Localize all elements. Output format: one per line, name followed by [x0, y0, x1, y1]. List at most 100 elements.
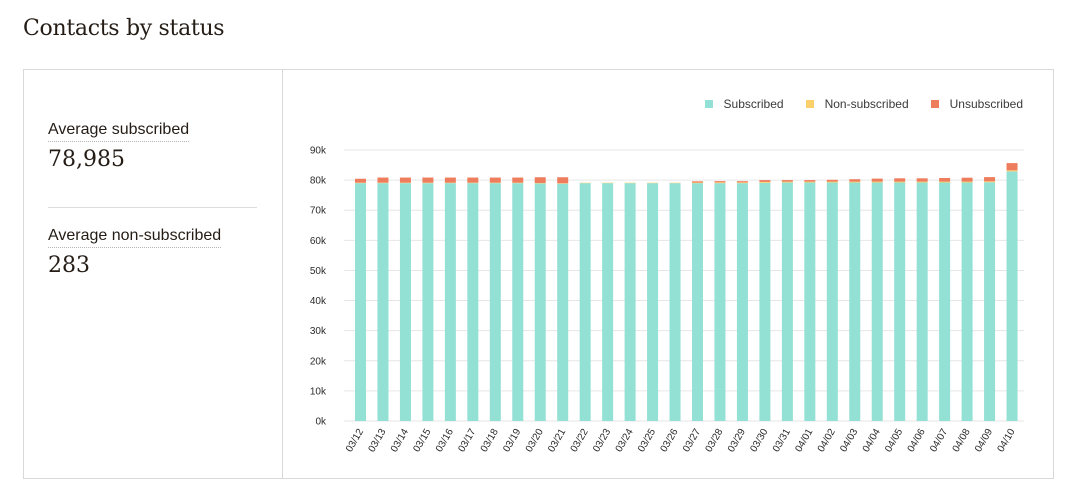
bar-segment[interactable]: [692, 182, 703, 184]
bar-segment[interactable]: [849, 179, 861, 182]
bar-segment[interactable]: [984, 177, 996, 182]
bar-segment[interactable]: [916, 181, 928, 183]
bar-segment[interactable]: [534, 177, 546, 183]
bar-segment[interactable]: [849, 181, 861, 183]
x-tick-label: 04/02: [816, 427, 838, 455]
x-tick-label: 03/31: [771, 427, 793, 455]
bar-segment[interactable]: [804, 182, 816, 421]
bar-segment[interactable]: [781, 180, 793, 182]
stat-label[interactable]: Average non-subscribed: [48, 227, 222, 248]
stat-label[interactable]: Average subscribed: [48, 121, 190, 142]
bar-segment[interactable]: [602, 183, 614, 421]
bar-segment[interactable]: [916, 182, 928, 421]
bar-segment[interactable]: [355, 178, 366, 183]
bar-segment[interactable]: [534, 183, 546, 421]
bar-segment[interactable]: [1006, 171, 1018, 421]
bar-segment[interactable]: [826, 179, 838, 182]
x-tick-label: 03/16: [434, 427, 456, 455]
bar-segment[interactable]: [736, 183, 748, 421]
bar-segment[interactable]: [736, 182, 748, 184]
bar-segment[interactable]: [894, 182, 906, 421]
bar-segment[interactable]: [759, 181, 771, 183]
x-tick-label: 03/18: [479, 427, 501, 455]
bar-segment[interactable]: [781, 182, 793, 421]
bar-segment[interactable]: [894, 178, 906, 182]
bar-segment[interactable]: [961, 177, 973, 182]
bar-segment[interactable]: [804, 181, 816, 183]
bar-segment[interactable]: [984, 181, 996, 183]
x-tick-label: 03/24: [614, 427, 636, 455]
y-tick-label: 0k: [315, 417, 327, 428]
legend-swatch: [805, 100, 814, 108]
bar-segment[interactable]: [399, 183, 411, 421]
bar-segment[interactable]: [1006, 170, 1018, 172]
chart-legend: Subscribed Non-subscribed Unsubscribed: [704, 97, 1023, 111]
bar-segment[interactable]: [939, 178, 951, 182]
bar-segment[interactable]: [692, 181, 703, 183]
bar-segment[interactable]: [714, 182, 726, 184]
x-tick-label: 03/21: [546, 427, 568, 455]
x-tick-label: 03/27: [681, 427, 703, 455]
bar-segment[interactable]: [759, 182, 771, 421]
bar-segment[interactable]: [647, 183, 659, 421]
bar-segment[interactable]: [512, 177, 524, 183]
bar-segment[interactable]: [355, 183, 366, 421]
bar-segment[interactable]: [467, 177, 479, 183]
bar-segment[interactable]: [804, 180, 816, 182]
bar-segment[interactable]: [714, 183, 726, 421]
contacts-status-card: Average subscribed 78,985 Average non-su…: [23, 69, 1054, 479]
stat-value: 78,985: [48, 147, 125, 172]
bar-segment[interactable]: [984, 182, 996, 421]
x-tick-label: 04/09: [973, 427, 995, 455]
page-title: Contacts by status: [23, 16, 225, 41]
bar-segment[interactable]: [736, 181, 748, 183]
bar-segment[interactable]: [939, 181, 951, 183]
x-tick-label: 04/03: [838, 427, 860, 455]
bar-segment[interactable]: [714, 181, 726, 183]
bar-segment[interactable]: [916, 178, 928, 182]
bar-segment[interactable]: [781, 181, 793, 183]
bar-segment[interactable]: [894, 181, 906, 183]
bar-segment[interactable]: [826, 181, 838, 183]
x-tick-label: 03/25: [636, 427, 658, 455]
bar-segment[interactable]: [444, 183, 456, 421]
bar-segment[interactable]: [422, 177, 434, 183]
bar-segment[interactable]: [871, 178, 883, 182]
bar-segment[interactable]: [377, 177, 389, 183]
x-tick-label: 03/19: [501, 427, 523, 455]
bar-segment[interactable]: [871, 181, 883, 183]
bar-segment[interactable]: [467, 183, 479, 421]
y-tick-label: 70k: [310, 206, 327, 217]
bar-segment[interactable]: [849, 182, 861, 421]
bar-segment[interactable]: [669, 183, 681, 421]
stat-value: 283: [48, 253, 90, 278]
stats-divider: [48, 207, 257, 208]
x-tick-label: 04/06: [906, 427, 928, 455]
y-tick-label: 50k: [310, 266, 327, 277]
bar-segment[interactable]: [692, 183, 703, 421]
bar-segment[interactable]: [489, 177, 501, 183]
bar-segment[interactable]: [624, 183, 636, 421]
bar-segment[interactable]: [961, 181, 973, 183]
bar-segment[interactable]: [399, 177, 411, 183]
legend-swatch: [930, 100, 939, 108]
x-tick-label: 03/17: [456, 427, 478, 455]
legend-item-subscribed[interactable]: Subscribed: [704, 97, 784, 111]
bar-segment[interactable]: [377, 183, 389, 421]
legend-label: Non-subscribed: [824, 97, 909, 111]
bar-segment[interactable]: [939, 182, 951, 421]
bar-segment[interactable]: [961, 182, 973, 421]
legend-item-non-subscribed[interactable]: Non-subscribed: [805, 97, 909, 111]
legend-item-unsubscribed[interactable]: Unsubscribed: [930, 97, 1023, 111]
bar-segment[interactable]: [557, 183, 569, 421]
bar-segment[interactable]: [871, 182, 883, 421]
bar-segment[interactable]: [422, 183, 434, 421]
bar-segment[interactable]: [759, 180, 771, 182]
bar-segment[interactable]: [1006, 163, 1018, 171]
bar-segment[interactable]: [512, 183, 524, 421]
bar-segment[interactable]: [557, 177, 569, 184]
bar-segment[interactable]: [489, 183, 501, 421]
bar-segment[interactable]: [444, 177, 456, 183]
bar-segment[interactable]: [579, 183, 591, 421]
bar-segment[interactable]: [826, 182, 838, 421]
